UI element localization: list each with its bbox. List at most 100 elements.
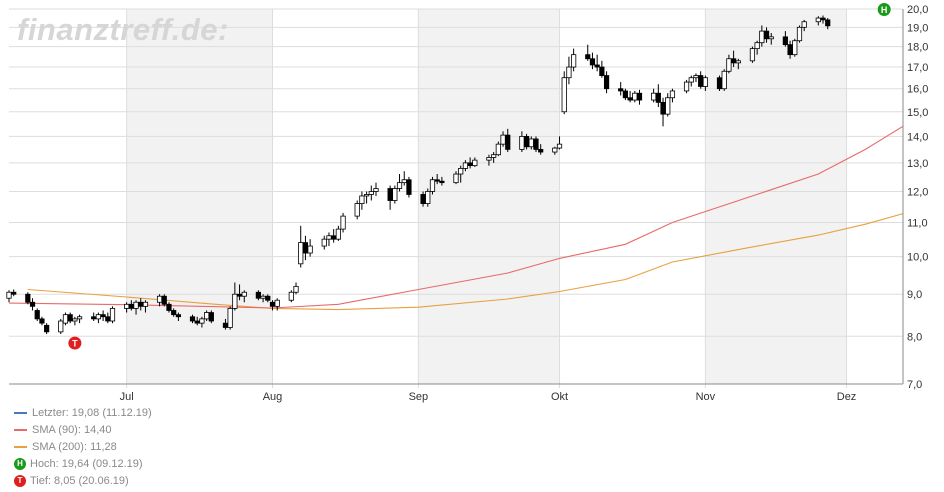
candle-body (208, 312, 214, 322)
candle-body (655, 92, 661, 103)
candle-body (142, 301, 149, 307)
x-tick-label: Nov (696, 391, 716, 403)
candle-body (528, 138, 534, 148)
x-tick-labels: Jul Aug Sep Okt Nov Dez (120, 391, 857, 403)
legend-sma90-label: SMA (90): 14,40 (32, 423, 112, 436)
candle-body (561, 77, 567, 113)
candle-body (636, 92, 643, 101)
candle-body (665, 97, 671, 115)
x-tick-label: Okt (551, 391, 568, 403)
candle-body (632, 92, 638, 101)
y-tick-label: 17,0 (907, 62, 928, 74)
candle-body (495, 143, 501, 156)
candle-body (702, 77, 708, 87)
candle-body (368, 191, 374, 195)
candle-body (683, 81, 690, 92)
candle-body (363, 194, 370, 197)
candle-body (472, 159, 478, 167)
candle-body (815, 17, 821, 23)
legend: Letzter: 19,08 (11.12.19) SMA (90): 14,4… (14, 404, 152, 489)
candle-body (204, 312, 210, 320)
y-tick-label: 13,0 (907, 158, 928, 170)
candle-body (523, 136, 530, 148)
candle-body (693, 75, 699, 79)
candle-body (91, 316, 97, 320)
candle-body (293, 285, 299, 293)
candle-body (439, 180, 445, 184)
candle-body (72, 318, 78, 322)
y-tick-label: 12,0 (907, 186, 928, 198)
candle-body (500, 134, 506, 145)
candle-body (128, 303, 134, 309)
candle-body (138, 301, 144, 307)
vertical-grid (126, 9, 848, 388)
candle-body (194, 320, 200, 324)
candle-body (768, 36, 774, 40)
y-tick-label: 18,0 (907, 42, 928, 54)
candle-body (552, 147, 558, 153)
candle-body (429, 179, 436, 192)
candle-body (458, 168, 464, 175)
candle-body (189, 316, 196, 322)
candle-body (298, 242, 304, 265)
high-marker-icon: H (14, 457, 26, 470)
candle-body (269, 301, 276, 307)
x-tick-label: Jul (120, 391, 134, 403)
candle-body (175, 314, 181, 318)
candle-body (425, 191, 431, 204)
candle-body (241, 291, 247, 297)
candle-body (11, 291, 17, 295)
candles (6, 15, 831, 335)
y-tick-labels: 20,0 19,0 18,0 17,0 16,0 15,0 14,0 13,0 12,0 11,0… (907, 4, 928, 391)
candle-body (566, 66, 572, 79)
candle-body (801, 21, 807, 28)
candle-body (434, 179, 440, 182)
candle-body (651, 92, 657, 101)
candle-body (326, 235, 332, 240)
candle-body (538, 148, 544, 153)
candle-body (491, 154, 497, 158)
candle-body (340, 215, 346, 230)
candle-body (105, 316, 111, 322)
candle-body (39, 318, 45, 324)
candle-body (331, 235, 337, 240)
candle-body (406, 179, 412, 195)
legend-last-label: Letzter: 19,08 (11.12.19) (32, 406, 152, 419)
x-tick-label: Dez (837, 391, 857, 403)
candle-body (599, 66, 605, 76)
candle-body (533, 138, 539, 150)
candle-body (133, 301, 139, 309)
candle-body (669, 90, 676, 99)
candle-body (302, 242, 309, 254)
candle-body (236, 293, 243, 297)
candle-body (603, 75, 610, 90)
candle-body (58, 320, 64, 333)
candle-body (373, 188, 379, 192)
candle-body (95, 314, 101, 320)
candle-body (519, 136, 525, 150)
candle-body (759, 30, 765, 44)
candle-body (589, 58, 596, 66)
candle-body (622, 90, 628, 99)
candle-body (227, 307, 233, 328)
candle-body (62, 314, 69, 324)
candle-body (820, 17, 826, 21)
legend-low: T Tief: 8,05 (20.06.19) (14, 472, 152, 489)
candle-body (731, 58, 737, 64)
candle-body (100, 314, 106, 318)
candle-body (721, 70, 727, 90)
extreme-markers: TH (68, 2, 891, 350)
candle-body (29, 301, 36, 307)
legend-high-label: Hoch: 19,64 (09.12.19) (30, 457, 143, 470)
candle-body (571, 54, 577, 68)
candle-body (6, 291, 12, 299)
low-marker-label: T (72, 339, 78, 349)
candle-body (453, 173, 459, 184)
candle-body (109, 307, 116, 322)
candle-body (462, 162, 469, 169)
axes (9, 9, 904, 385)
candle-body (265, 295, 271, 301)
candle-body (260, 295, 266, 299)
candle-body (749, 48, 756, 62)
candle-body (585, 54, 591, 60)
